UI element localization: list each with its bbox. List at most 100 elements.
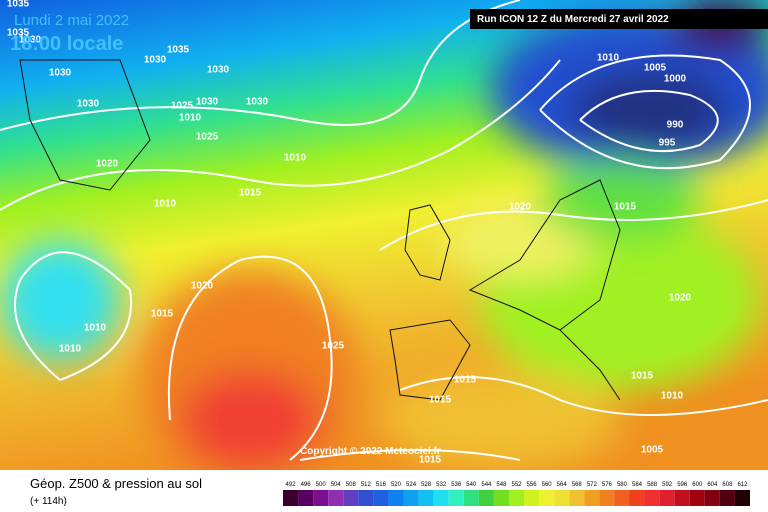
colorbar-label: 584: [632, 482, 643, 488]
colorbar-swatch: [539, 490, 555, 506]
isobar-label: 1035: [7, 28, 30, 39]
colorbar-label: 580: [617, 482, 628, 488]
colorbar-label: 604: [707, 482, 718, 488]
footer-lead: (+ 114h): [30, 496, 67, 507]
isobar-label: 1035: [7, 0, 30, 10]
isobar-label: 1010: [179, 113, 202, 124]
colorbar-swatch: [704, 490, 720, 506]
colorbar-swatch: [478, 490, 494, 506]
colorbar-label: 536: [451, 482, 462, 488]
run-box: [470, 9, 768, 29]
colorbar-swatch: [599, 490, 615, 506]
isobar-label: 1020: [669, 293, 692, 304]
colorbar-label: 600: [692, 482, 703, 488]
colorbar-swatch: [629, 490, 645, 506]
time: 18:00 locale: [10, 33, 123, 55]
isobar-label: 1015: [631, 371, 654, 382]
colorbar-swatch: [373, 490, 389, 506]
colorbar-swatch: [493, 490, 509, 506]
colorbar-swatch: [614, 490, 630, 506]
isobar-label: 1030: [77, 99, 100, 110]
isobar-label: 1015: [419, 455, 442, 466]
colorbar-swatch: [358, 490, 374, 506]
colorbar-swatch: [689, 490, 705, 506]
colorbar-label: 508: [346, 482, 357, 488]
colorbar-swatch: [719, 490, 735, 506]
colorbar-label: 532: [436, 482, 447, 488]
isobar-label: 1015: [429, 395, 452, 406]
colorbar-label: 588: [647, 482, 658, 488]
copyright: Copyright © 2022 Meteociel.fr: [300, 446, 441, 457]
isobar-label: 995: [659, 138, 676, 149]
isobar-label: 1020: [509, 202, 532, 213]
colorbar-swatch: [343, 490, 359, 506]
isobar-label: 1005: [641, 445, 664, 456]
isobar-label: 1025: [196, 132, 219, 143]
coastlines: [19, 59, 621, 401]
colorbar-swatch: [569, 490, 585, 506]
run-text: Run ICON 12 Z du Mercredi 27 avril 2022: [477, 14, 669, 25]
colorbar-swatch: [674, 490, 690, 506]
colorbar-swatch: [448, 490, 464, 506]
colorbar-swatch: [388, 490, 404, 506]
isobar-label: 1010: [284, 153, 307, 164]
colorbar-label: 564: [557, 482, 568, 488]
colorbar-label: 512: [361, 482, 372, 488]
isobar-label: 1030: [19, 35, 42, 46]
colorbar-swatch: [584, 490, 600, 506]
isobar-label: 1030: [207, 65, 230, 76]
colorbar-swatch: [659, 490, 675, 506]
isobar-label: 1025: [171, 101, 194, 112]
colorbar-label: 576: [602, 482, 613, 488]
colorbar-swatch: [524, 490, 540, 506]
colorbar-swatch: [328, 490, 344, 506]
isobar-label: 1020: [191, 281, 214, 292]
isobar-label: 1030: [246, 97, 269, 108]
colorbar-swatch: [463, 490, 479, 506]
colorbar-label: 504: [331, 482, 342, 488]
colorbar-swatch: [298, 490, 314, 506]
colorbar-label: 552: [511, 482, 522, 488]
colorbar-swatch: [313, 490, 329, 506]
isobar-label: 1005: [644, 63, 667, 74]
colorbar-swatch: [403, 490, 419, 506]
field-blobs: [0, 0, 768, 490]
colorbar-label: 592: [662, 482, 673, 488]
colorbar-label: 496: [301, 482, 312, 488]
colorbar-label: 516: [376, 482, 387, 488]
colorbar-label: 544: [481, 482, 492, 488]
colorbar-swatch: [554, 490, 570, 506]
isobars: [0, 0, 768, 460]
isobar-label: 1030: [144, 55, 167, 66]
isobar-label: 1025: [322, 341, 345, 352]
colorbar-label: 500: [316, 482, 327, 488]
colorbar-label: 596: [677, 482, 688, 488]
isobar-label: 1035: [167, 45, 190, 56]
isobar-label: 1010: [661, 391, 684, 402]
isobar-label: 1015: [239, 188, 262, 199]
colorbar-swatch: [644, 490, 660, 506]
colorbar-label: 548: [496, 482, 507, 488]
isobar-label: 1010: [59, 344, 82, 355]
isobar-label: 1000: [664, 74, 687, 85]
colorbar-swatch: [433, 490, 449, 506]
colorbar-label: 568: [572, 482, 583, 488]
colorbar-label: 540: [466, 482, 477, 488]
isobar-label: 1015: [454, 375, 477, 386]
footer-title: Géop. Z500 & pression au sol: [30, 476, 202, 491]
colorbar-label: 560: [542, 482, 553, 488]
isobar-label: 1020: [96, 159, 119, 170]
isobar-label: 1030: [196, 97, 219, 108]
colorbar-label: 524: [406, 482, 417, 488]
colorbar-label: 492: [286, 482, 297, 488]
date: Lundi 2 mai 2022: [14, 12, 129, 29]
colorbar-swatch: [734, 490, 750, 506]
colorbar-label: 572: [587, 482, 598, 488]
colorbar: 492 496 500 504 508 512 516 520 524 528 532 536 540 5…: [283, 482, 750, 506]
isobar-label: 1010: [597, 53, 620, 64]
colorbar-label: 556: [527, 482, 538, 488]
colorbar-label: 608: [722, 482, 733, 488]
isobar-label: 1015: [614, 202, 637, 213]
